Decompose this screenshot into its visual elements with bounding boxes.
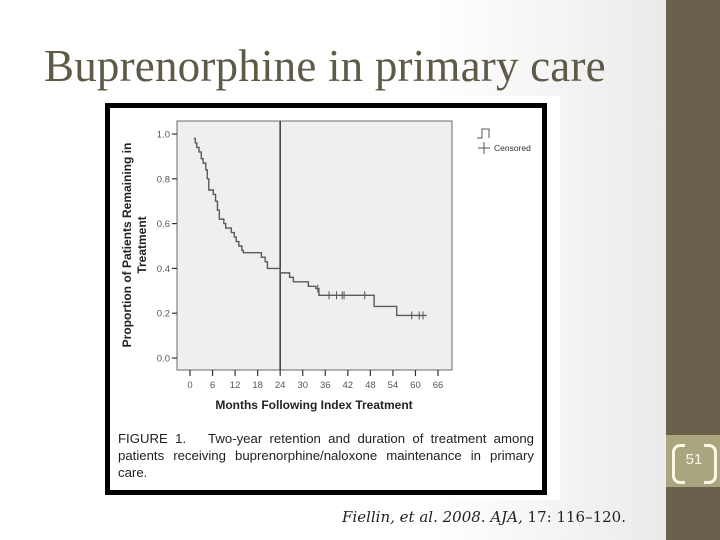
svg-text:1.0: 1.0 [157, 130, 170, 141]
legend-label: Censored [494, 143, 531, 153]
citation-volume: 17: 116–120. [522, 508, 626, 526]
svg-text:0.4: 0.4 [157, 264, 170, 275]
svg-text:0: 0 [187, 380, 192, 391]
y-axis-label: Proportion of Patients Remaining in [120, 143, 134, 348]
svg-text:66: 66 [433, 380, 444, 391]
svg-text:6: 6 [210, 380, 215, 391]
plot-area [176, 120, 453, 371]
svg-text:54: 54 [388, 380, 399, 391]
x-axis-label: Months Following Index Treatment [215, 398, 412, 412]
citation: Fiellin, et al. 2008. AJA, 17: 116–120. [342, 508, 626, 526]
right-bracket-icon [704, 444, 717, 484]
x-axis: 0 6 12 18 24 30 36 42 48 54 60 66 [187, 370, 443, 391]
step-line-icon [477, 128, 490, 139]
caption-text: Two-year retention and duration of treat… [118, 431, 535, 480]
svg-text:0.8: 0.8 [157, 174, 170, 185]
svg-text:12: 12 [230, 380, 241, 391]
citation-authors: Fiellin, et al. 2008. AJA, [342, 508, 523, 526]
svg-text:36: 36 [320, 380, 331, 391]
caption-label: FIGURE 1. [118, 431, 187, 446]
censored-marks [317, 284, 424, 320]
svg-text:0.0: 0.0 [157, 354, 170, 365]
survival-curve [193, 137, 427, 317]
figure-caption: FIGURE 1. Two-year retention and duratio… [118, 430, 534, 481]
svg-text:48: 48 [365, 380, 376, 391]
svg-text:0.6: 0.6 [157, 219, 170, 230]
legend: Censored [477, 128, 531, 154]
svg-text:60: 60 [410, 380, 421, 391]
slide-title: Buprenorphine in primary care [44, 41, 606, 91]
plus-icon [478, 142, 490, 154]
y-axis: 0.0 0.2 0.4 0.6 0.8 1.0 [157, 130, 177, 365]
left-bracket-icon [672, 444, 685, 484]
svg-text:30: 30 [297, 380, 308, 391]
slide-number: 51 [685, 451, 703, 468]
svg-text:42: 42 [343, 380, 354, 391]
svg-text:18: 18 [252, 380, 263, 391]
svg-text:0.2: 0.2 [157, 309, 170, 320]
svg-text:24: 24 [275, 380, 286, 391]
y-axis-label-line2: Treatment [135, 216, 149, 273]
